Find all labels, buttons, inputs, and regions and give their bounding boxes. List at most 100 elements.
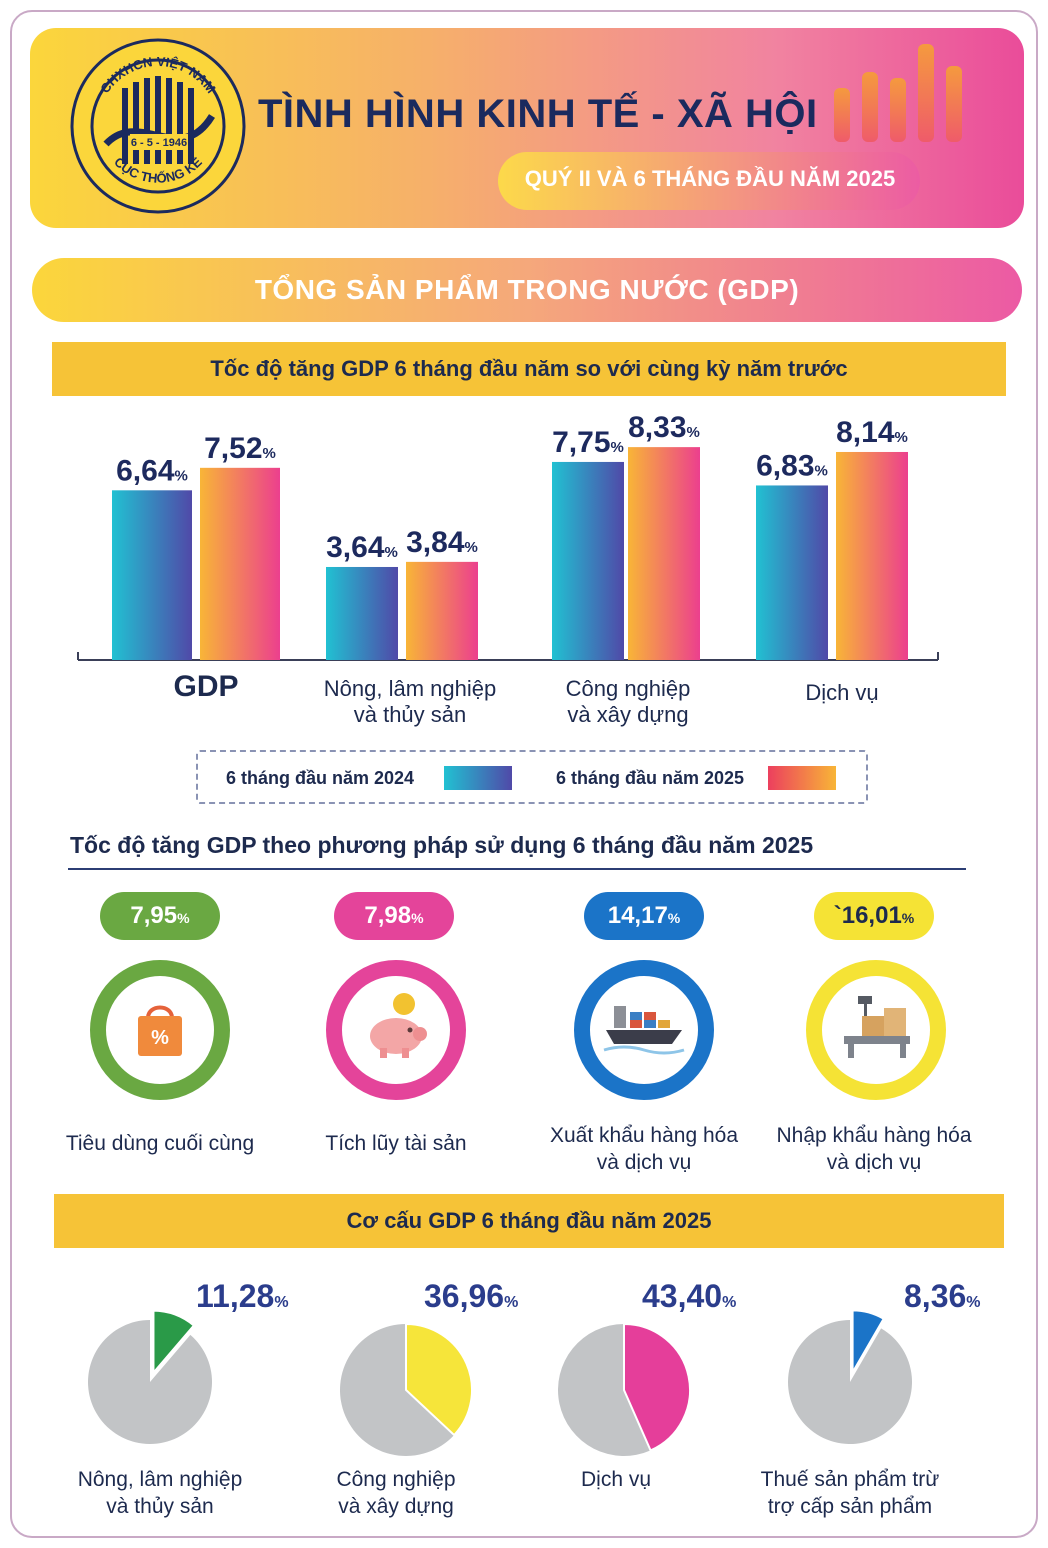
category-label-agriculture: Nông, lâm nghiệp và thủy sản <box>323 676 497 727</box>
usage-section-title: Tốc độ tăng GDP theo phương pháp sử dụng… <box>70 832 814 858</box>
usage-label-accumulation: Tích lũy tài sản <box>325 1132 467 1155</box>
share-value-agriculture: 11,28% <box>196 1278 289 1315</box>
bar-2024-cat-1 <box>326 566 398 660</box>
structure-heading: Cơ cấu GDP 6 tháng đầu năm 2025 <box>346 1208 712 1233</box>
growth-chart-heading: Tốc độ tăng GDP 6 tháng đầu năm so với c… <box>210 356 848 381</box>
bar-value-label: 3,64% <box>326 531 398 564</box>
share-pct: % <box>966 1294 981 1311</box>
subtitle-pill <box>498 152 920 210</box>
usage-divider <box>68 868 966 870</box>
pie-highlight-slice <box>851 1310 886 1377</box>
legend-label-2025: 6 tháng đầu năm 2025 <box>556 768 745 788</box>
bar-value-label: 8,33% <box>628 411 700 444</box>
pie-label-agriculture: Nông, lâm nghiệp và thủy sản <box>77 1468 243 1518</box>
bar-value-unit: % <box>815 462 828 479</box>
share-pct: % <box>722 1294 737 1311</box>
pie-label-industry: Công nghiệp và xây dựng <box>336 1468 456 1518</box>
bar-value-number: 8,14 <box>836 416 895 449</box>
bar-value-unit: % <box>895 429 908 446</box>
bar-2024-cat-0 <box>112 490 192 660</box>
usage-value-exports: 14,17 <box>607 902 668 929</box>
pie-taxes <box>788 1310 912 1444</box>
statistics-office-logo: CHXHCN VIỆT NAM CỤC THỐNG KÊ 6 - 5 - 194… <box>70 38 246 214</box>
share-pct: % <box>504 1294 519 1311</box>
share-value-services: 43,40% <box>642 1278 736 1315</box>
chart-legend <box>196 750 868 804</box>
pie-agriculture <box>88 1310 212 1444</box>
page-title: TÌNH HÌNH KINH TẾ - XÃ HỘI <box>258 92 818 136</box>
bar-value-label: 6,83% <box>756 449 828 482</box>
pie-industry <box>340 1322 473 1456</box>
usage-value-consumption: 7,95 <box>130 902 178 929</box>
bar-value-number: 3,84 <box>406 526 465 559</box>
bar-value-number: 3,64 <box>326 531 385 564</box>
usage-pct: % <box>667 910 681 926</box>
pie-remainder-slice <box>88 1320 212 1444</box>
pie-remainder-slice <box>340 1324 455 1456</box>
share-value-taxes: 8,36% <box>904 1278 981 1315</box>
bar-value-unit: % <box>611 439 624 456</box>
bar-2024-cat-3 <box>756 485 828 660</box>
bar-2025-cat-2 <box>628 447 700 660</box>
bar-value-label: 7,75% <box>552 426 624 459</box>
gdp-growth-bar-chart: 6,64%7,52%3,64% 3,84%7,75%8,33%6,83%8,14% <box>77 411 939 661</box>
pie-services <box>558 1322 691 1456</box>
bar-value-label: 8,14% <box>836 416 908 449</box>
logo-date-text: 6 - 5 - 1946 <box>131 137 187 149</box>
piggy-bank-icon <box>370 993 427 1058</box>
legend-label-2024: 6 tháng đầu năm 2024 <box>226 768 415 788</box>
category-label-services: Dịch vụ <box>805 680 879 705</box>
usage-value-imports: `16,01 <box>833 902 902 929</box>
usage-label-imports: Nhập khẩu hàng hóa và dịch vụ <box>776 1124 972 1174</box>
usage-pct: % <box>901 910 915 926</box>
bar-value-label: 7,52% <box>204 432 276 465</box>
bar-2024-cat-2 <box>552 461 624 660</box>
pie-highlight-slice <box>152 1310 196 1376</box>
bar-chart-decoration-icon <box>834 44 962 142</box>
usage-badge-accumulation: 7,98% <box>334 892 454 940</box>
growth-heading-bar <box>52 342 1006 396</box>
usage-value-accumulation: 7,98 <box>364 902 412 929</box>
section-banner <box>32 258 1022 322</box>
section-title: TỔNG SẢN PHẨM TRONG NƯỚC (GDP) <box>254 274 800 305</box>
bar-value-unit: % <box>263 445 276 462</box>
bar-value-unit: % <box>175 467 188 484</box>
cargo-ship-icon <box>603 1006 685 1055</box>
category-label-gdp: GDP <box>173 670 239 703</box>
bar-value-label: 6,64% <box>116 454 188 487</box>
pie-label-taxes: Thuế sản phẩm trừ trợ cấp sản phẩm <box>760 1468 940 1518</box>
shopping-bag-icon: % <box>138 1005 182 1056</box>
pie-label-services: Dịch vụ <box>580 1468 652 1491</box>
legend-swatch-2025 <box>768 766 836 790</box>
usage-badge-exports: 14,17% <box>584 892 704 940</box>
share-pct: % <box>274 1294 289 1311</box>
bar-value-unit: % <box>687 424 700 441</box>
usage-label-consumption: Tiêu dùng cuối cùng <box>65 1132 255 1155</box>
share-number: 11,28 <box>196 1278 275 1314</box>
usage-pct: % <box>177 910 190 926</box>
usage-badge-consumption: 7,95% <box>100 892 220 940</box>
bar-value-unit: % <box>465 539 478 556</box>
share-number: 36,96 <box>424 1278 505 1314</box>
usage-label-exports: Xuất khẩu hàng hóa và dịch vụ <box>550 1124 738 1174</box>
usage-pct: % <box>411 910 424 926</box>
category-label-industry: Công nghiệp và xây dựng <box>565 676 691 727</box>
pie-remainder-slice <box>558 1324 651 1456</box>
structure-heading-bar <box>54 1194 1004 1248</box>
bar-value-label: 3,84% <box>406 526 478 559</box>
bar-value-number: 7,75 <box>552 426 610 459</box>
bar-value-number: 6,83 <box>756 449 814 482</box>
pie-highlight-slice <box>405 1322 473 1437</box>
bar-2025-cat-3 <box>836 451 908 660</box>
bar-2025-cat-1 <box>406 561 478 660</box>
legend-swatch-2024 <box>444 766 512 790</box>
pie-highlight-slice <box>623 1322 691 1452</box>
share-number: 8,36 <box>904 1278 967 1314</box>
svg-text:%: % <box>151 1027 169 1049</box>
share-value-industry: 36,96% <box>424 1278 518 1315</box>
share-number: 43,40 <box>642 1278 723 1314</box>
bar-value-number: 6,64 <box>116 454 175 487</box>
cargo-scale-icon <box>844 996 910 1058</box>
page-subtitle: QUÝ II VÀ 6 THÁNG ĐẦU NĂM 2025 <box>524 166 896 191</box>
bar-2025-cat-0 <box>200 467 280 660</box>
